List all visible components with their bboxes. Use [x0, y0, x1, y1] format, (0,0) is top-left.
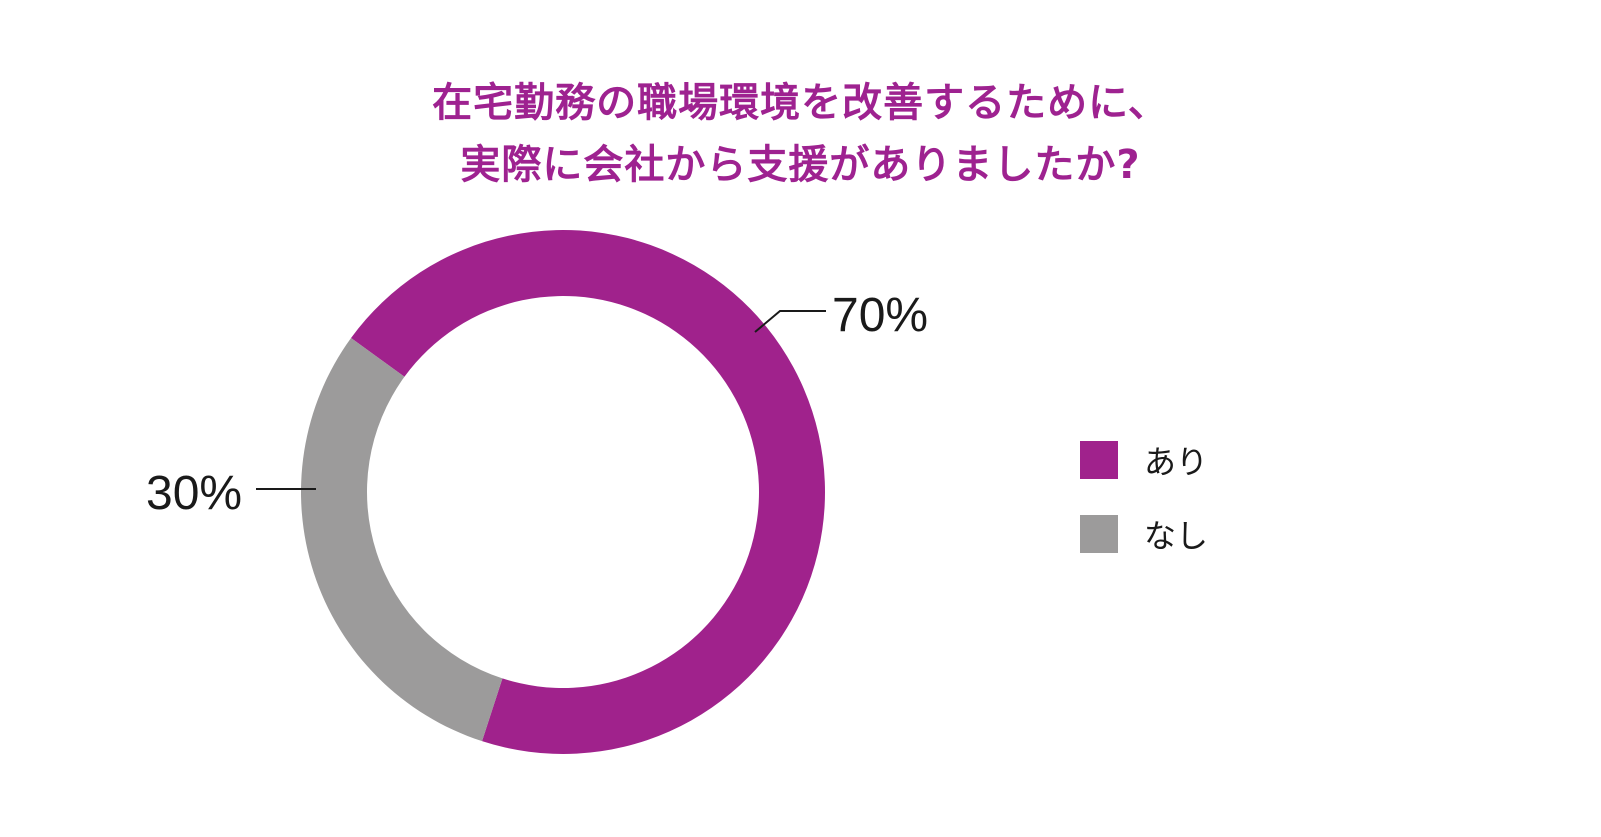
- legend-label-nashi: なし: [1144, 517, 1209, 555]
- leader-line-ari: [754, 310, 826, 333]
- chart-title-line-1: 在宅勤務の職場環境を改善するために、: [432, 80, 1169, 126]
- chart-title-line-2: 実際に会社から支援がありましたか?: [460, 142, 1141, 188]
- chart-title: 在宅勤務の職場環境を改善するために、 実際に会社から支援がありましたか?: [0, 72, 1601, 196]
- legend-swatch-ari: [1080, 441, 1118, 479]
- legend: あり なし: [1080, 440, 1208, 588]
- donut-slice-nashi: [300, 338, 503, 742]
- data-label-nashi: 30%: [146, 467, 242, 520]
- legend-label-ari: あり: [1144, 443, 1209, 481]
- legend-item-ari: あり: [1080, 440, 1209, 481]
- legend-item-nashi: なし: [1080, 514, 1209, 555]
- data-label-ari: 70%: [832, 289, 928, 342]
- legend-swatch-nashi: [1080, 515, 1118, 553]
